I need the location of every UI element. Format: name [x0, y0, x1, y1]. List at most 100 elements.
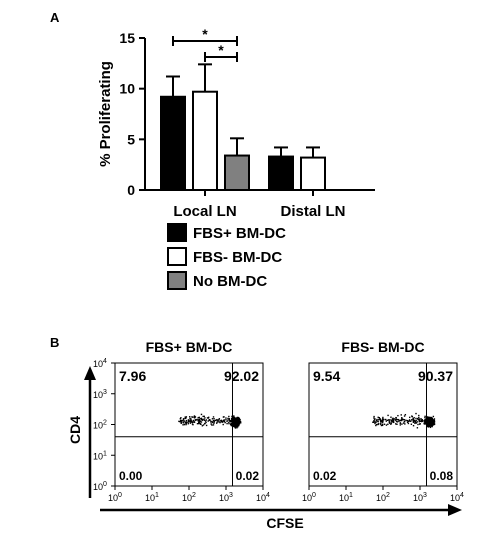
event-dot: [376, 418, 378, 421]
event-dot: [180, 417, 182, 419]
event-dot: [426, 424, 428, 426]
event-dot: [414, 420, 416, 423]
event-dot: [182, 422, 185, 424]
bar: [300, 156, 326, 191]
event-dot: [190, 421, 192, 423]
event-dot: [415, 417, 417, 420]
event-dot: [210, 423, 212, 425]
event-dot: [235, 418, 237, 420]
event-dot: [412, 421, 415, 423]
event-dot: [399, 424, 401, 426]
event-dot: [433, 419, 436, 422]
event-dot: [193, 417, 196, 419]
event-dot: [236, 417, 239, 420]
dot-plot-title: FBS+ BM-DC: [146, 339, 233, 355]
event-dot: [201, 425, 204, 427]
event-dot: [414, 422, 416, 424]
event-dot: [181, 420, 184, 422]
event-dot: [223, 416, 225, 418]
event-dot: [428, 422, 430, 424]
event-dot: [399, 422, 402, 424]
event-dot: [391, 419, 393, 422]
event-dot: [433, 422, 436, 424]
event-dot: [205, 419, 207, 421]
event-dot: [404, 423, 406, 425]
event-dot: [390, 422, 393, 424]
event-dot: [214, 419, 216, 422]
event-dot: [235, 422, 238, 425]
event-dot: [397, 418, 400, 421]
event-dot: [376, 420, 378, 422]
bar: [160, 95, 186, 191]
event-dot: [381, 420, 383, 423]
event-dot: [199, 418, 201, 420]
event-dot: [411, 416, 414, 418]
event-dot: [187, 421, 190, 423]
event-dot: [221, 421, 224, 423]
event-dot: [193, 415, 196, 417]
event-dot: [428, 425, 431, 427]
event-dot: [239, 422, 242, 424]
x-tick-label: Distal LN: [280, 203, 345, 220]
significance-label: *: [218, 42, 224, 58]
x-tick-label: 103: [413, 492, 427, 503]
event-dot: [418, 419, 421, 421]
event-dot: [213, 417, 215, 420]
event-dot: [388, 419, 390, 421]
event-dot: [229, 420, 232, 423]
event-dot: [236, 427, 238, 429]
event-dot: [395, 423, 397, 425]
event-dot: [402, 422, 405, 424]
event-dot: [236, 418, 239, 420]
event-dot: [401, 419, 403, 421]
event-dot: [392, 419, 395, 422]
x-tick-exponent: 3: [423, 492, 427, 499]
event-dot: [387, 423, 389, 425]
event-dot: [231, 417, 233, 419]
event-dot: [412, 418, 414, 420]
event-dot: [382, 418, 384, 420]
event-dot: [413, 417, 415, 419]
event-dot: [226, 420, 228, 423]
event-dot: [373, 417, 375, 419]
event-dot: [231, 418, 233, 421]
event-dot: [231, 420, 233, 422]
event-dot: [238, 421, 241, 424]
event-dot: [180, 419, 183, 422]
y-axis-title: % Proliferating: [97, 61, 114, 167]
event-dot: [227, 417, 229, 420]
event-dot: [203, 415, 205, 418]
event-dot: [239, 419, 241, 421]
event-dot: [239, 420, 242, 423]
event-dot: [198, 419, 201, 421]
event-dot: [223, 419, 225, 421]
event-dot: [390, 419, 392, 421]
x-tick-label: 102: [182, 492, 196, 503]
event-dot: [207, 420, 209, 422]
event-dot: [426, 417, 428, 419]
event-dot: [394, 419, 397, 421]
event-dot: [216, 418, 218, 421]
event-dot: [232, 425, 234, 428]
event-dot: [179, 421, 181, 423]
event-dot: [426, 423, 429, 425]
event-dot: [190, 418, 192, 420]
event-dot: [421, 420, 424, 422]
event-dot: [185, 422, 187, 424]
event-dot: [421, 419, 424, 421]
y-tick-label: 0: [127, 182, 135, 198]
event-dot: [432, 423, 434, 425]
y-tick-label: 103: [93, 389, 107, 400]
quadrant-lower-left: 0.02: [313, 469, 337, 483]
legend-swatch: [167, 223, 187, 242]
event-dot: [426, 425, 428, 428]
event-dot: [391, 418, 394, 420]
event-dot: [429, 421, 431, 423]
event-dot: [431, 422, 433, 424]
event-dot: [373, 415, 375, 418]
event-dot: [195, 419, 197, 421]
event-dot: [409, 420, 411, 422]
event-dot: [237, 417, 240, 420]
event-dot: [182, 418, 185, 420]
event-dot: [375, 423, 378, 426]
